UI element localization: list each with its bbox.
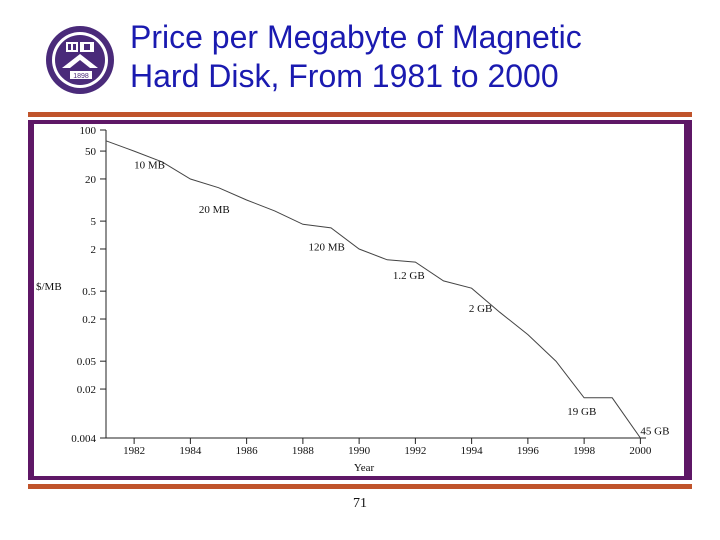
- x-tick-label: 1996: [517, 445, 540, 457]
- x-tick-label: 1998: [573, 445, 596, 457]
- x-axis-label: Year: [354, 462, 375, 474]
- page-number: 71: [353, 496, 367, 511]
- x-ticks: 1982 1984 1986 1988 1990 1992 1994 1996 1998 2000: [123, 438, 652, 457]
- capacity-annotation: 2 GB: [469, 303, 493, 315]
- chart-axes: [105, 130, 646, 439]
- capacity-annotation: 20 MB: [199, 204, 230, 216]
- y-axis-label: $/MB: [36, 281, 62, 293]
- title-line-1: Price per Megabyte of Magnetic: [130, 19, 582, 55]
- seal-year-text: 1898: [73, 73, 89, 80]
- x-tick-label: 1994: [461, 445, 484, 457]
- x-tick-label: 1990: [348, 445, 371, 457]
- capacity-annotation: 45 GB: [640, 425, 669, 437]
- university-seal-icon: 1898: [46, 26, 114, 94]
- y-tick-label: 2: [91, 244, 97, 256]
- capacity-annotation: 10 MB: [134, 160, 165, 172]
- y-tick-label: 5: [91, 216, 97, 228]
- y-tick-label: 0.5: [82, 286, 96, 298]
- x-tick-label: 1992: [404, 445, 426, 457]
- annotations: 10 MB 20 MB 120 MB 1.2 GB 2 GB 19 GB 45 GB: [134, 160, 669, 438]
- y-ticks: 100 50 20 5 2 0.5 0.2 0.05 0.02 0.004: [71, 125, 106, 445]
- x-tick-label: 2000: [629, 445, 652, 457]
- price-series-line: [105, 140, 641, 439]
- y-tick-label: 50: [85, 146, 97, 158]
- title-line-2: Hard Disk, From 1981 to 2000: [130, 58, 559, 94]
- capacity-annotation: 120 MB: [309, 242, 345, 254]
- capacity-annotation: 19 GB: [567, 406, 596, 418]
- x-tick-label: 1988: [292, 445, 315, 457]
- y-tick-label: 0.05: [77, 356, 97, 368]
- slide-title: Price per Megabyte of Magnetic Hard Disk…: [130, 18, 710, 96]
- x-tick-label: 1982: [123, 445, 145, 457]
- y-tick-label: 20: [85, 174, 97, 186]
- top-divider: [28, 112, 692, 117]
- y-tick-label: 0.2: [82, 314, 96, 326]
- x-tick-label: 1984: [179, 445, 202, 457]
- x-tick-label: 1986: [236, 445, 259, 457]
- capacity-annotation: 1.2 GB: [393, 270, 425, 282]
- university-seal-logo: 1898: [44, 24, 116, 96]
- bottom-divider: [28, 484, 692, 489]
- y-tick-label: 0.004: [71, 433, 96, 445]
- y-tick-label: 0.02: [77, 384, 96, 396]
- chart-background: [34, 124, 684, 476]
- y-tick-label: 100: [80, 125, 97, 137]
- series-lines: [105, 140, 641, 439]
